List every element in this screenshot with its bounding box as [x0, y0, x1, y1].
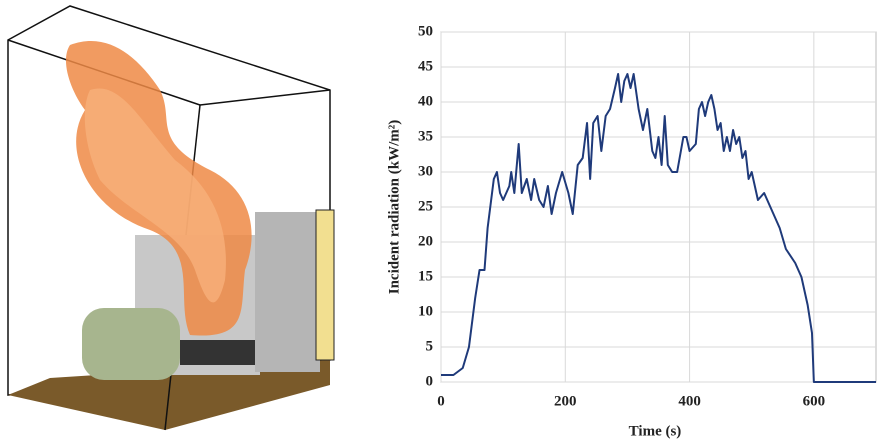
y-tick-label: 10 — [418, 303, 433, 319]
x-tick-label: 200 — [554, 393, 577, 409]
y-tick-label: 0 — [426, 373, 434, 389]
y-tick-label: 5 — [426, 338, 434, 354]
y-axis-label: Incident radiation (kW/m²) — [386, 120, 402, 295]
y-tick-label: 30 — [418, 163, 433, 179]
x-axis-label: Time (s) — [629, 423, 682, 439]
fire-render — [7, 5, 335, 431]
y-tick-label: 40 — [418, 93, 433, 109]
y-tick-label: 35 — [418, 128, 433, 144]
y-tick-label: 50 — [418, 23, 433, 39]
data-line — [441, 73, 876, 383]
x-tick-label: 400 — [678, 393, 701, 409]
x-tick-label: 600 — [803, 393, 826, 409]
y-tick-label: 15 — [418, 268, 433, 284]
y-tick-label: 25 — [418, 198, 433, 214]
y-tick-label: 20 — [418, 233, 433, 249]
y-tick-label: 45 — [418, 58, 433, 74]
line-chart: Time (s) Incident radiation (kW/m²) 0 5 10… — [386, 23, 877, 439]
x-tick-label: 0 — [437, 393, 445, 409]
